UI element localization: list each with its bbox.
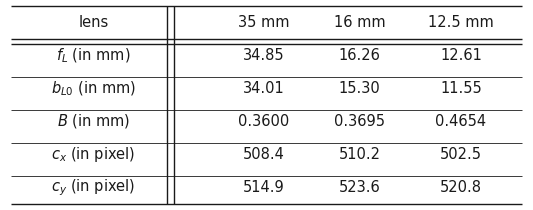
Text: 34.01: 34.01 <box>243 81 285 96</box>
Text: $\mathit{B}$ (in mm): $\mathit{B}$ (in mm) <box>56 112 130 130</box>
Text: $\mathit{b}_{L0}$ (in mm): $\mathit{b}_{L0}$ (in mm) <box>51 79 136 98</box>
Text: 508.4: 508.4 <box>243 147 285 162</box>
Text: $\mathit{f}_{L}$ (in mm): $\mathit{f}_{L}$ (in mm) <box>56 46 131 65</box>
Text: 12.5 mm: 12.5 mm <box>428 15 494 30</box>
Text: $\mathit{c}_{x}$ (in pixel): $\mathit{c}_{x}$ (in pixel) <box>51 145 135 164</box>
Text: 523.6: 523.6 <box>339 180 381 195</box>
Text: 35 mm: 35 mm <box>238 15 289 30</box>
Text: 12.61: 12.61 <box>440 48 482 63</box>
Text: 16.26: 16.26 <box>339 48 381 63</box>
Text: 15.30: 15.30 <box>339 81 381 96</box>
Text: lens: lens <box>78 15 108 30</box>
Text: 502.5: 502.5 <box>440 147 482 162</box>
Text: 510.2: 510.2 <box>339 147 381 162</box>
Text: 11.55: 11.55 <box>440 81 482 96</box>
Text: $\mathit{c}_{y}$ (in pixel): $\mathit{c}_{y}$ (in pixel) <box>51 177 135 198</box>
Text: 0.3695: 0.3695 <box>334 114 385 129</box>
Text: 0.4654: 0.4654 <box>435 114 487 129</box>
Text: 520.8: 520.8 <box>440 180 482 195</box>
Text: 34.85: 34.85 <box>243 48 285 63</box>
Text: 16 mm: 16 mm <box>334 15 385 30</box>
Text: 0.3600: 0.3600 <box>238 114 289 129</box>
Text: 514.9: 514.9 <box>243 180 285 195</box>
